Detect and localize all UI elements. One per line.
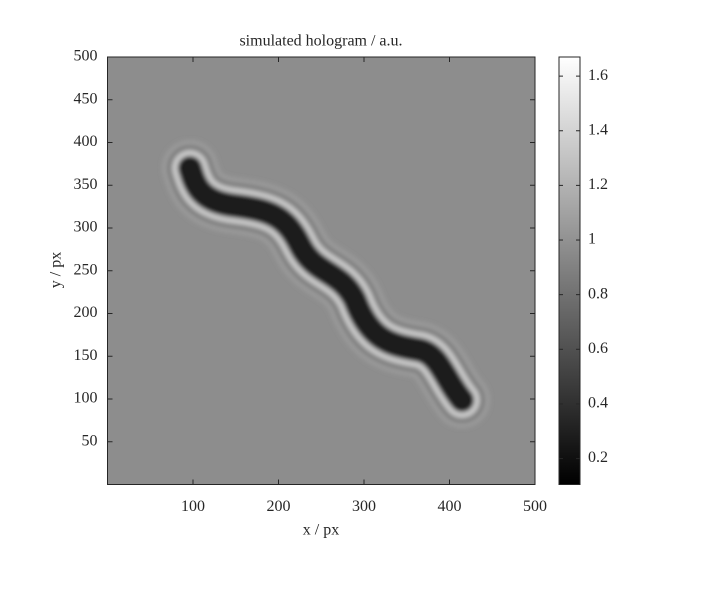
x-tick-label: 100: [181, 498, 205, 515]
colorbar-tick-label: 1: [588, 231, 596, 248]
y-tick-label: 450: [74, 90, 98, 107]
x-tick-label: 400: [438, 498, 462, 515]
y-tick-label: 250: [74, 261, 98, 278]
y-tick-label: 150: [74, 347, 98, 364]
colorbar-tick-label: 1.6: [588, 67, 608, 84]
x-tick-label: 200: [267, 498, 291, 515]
colorbar: [558, 56, 581, 485]
y-tick-label: 50: [82, 432, 98, 449]
x-tick-label: 500: [523, 498, 547, 515]
y-tick-label: 200: [74, 304, 98, 321]
y-tick-label: 300: [74, 219, 98, 236]
y-tick-label: 400: [74, 133, 98, 150]
x-tick-label: 300: [352, 498, 376, 515]
colorbar-tick-label: 1.2: [588, 176, 608, 193]
chart-title: simulated hologram / a.u.: [239, 33, 402, 50]
y-tick-label: 500: [74, 48, 98, 65]
hologram-image: [107, 57, 535, 485]
x-axis-label: x / px: [303, 522, 339, 539]
colorbar-tick-label: 0.4: [588, 395, 608, 412]
colorbar-tick-label: 1.4: [588, 121, 608, 138]
y-tick-label: 100: [74, 390, 98, 407]
y-tick-label: 350: [74, 176, 98, 193]
colorbar-tick-label: 0.8: [588, 285, 608, 302]
colorbar-tick-label: 0.6: [588, 340, 608, 357]
colorbar-tick-label: 0.2: [588, 449, 608, 466]
y-axis-label: y / px: [48, 252, 65, 288]
